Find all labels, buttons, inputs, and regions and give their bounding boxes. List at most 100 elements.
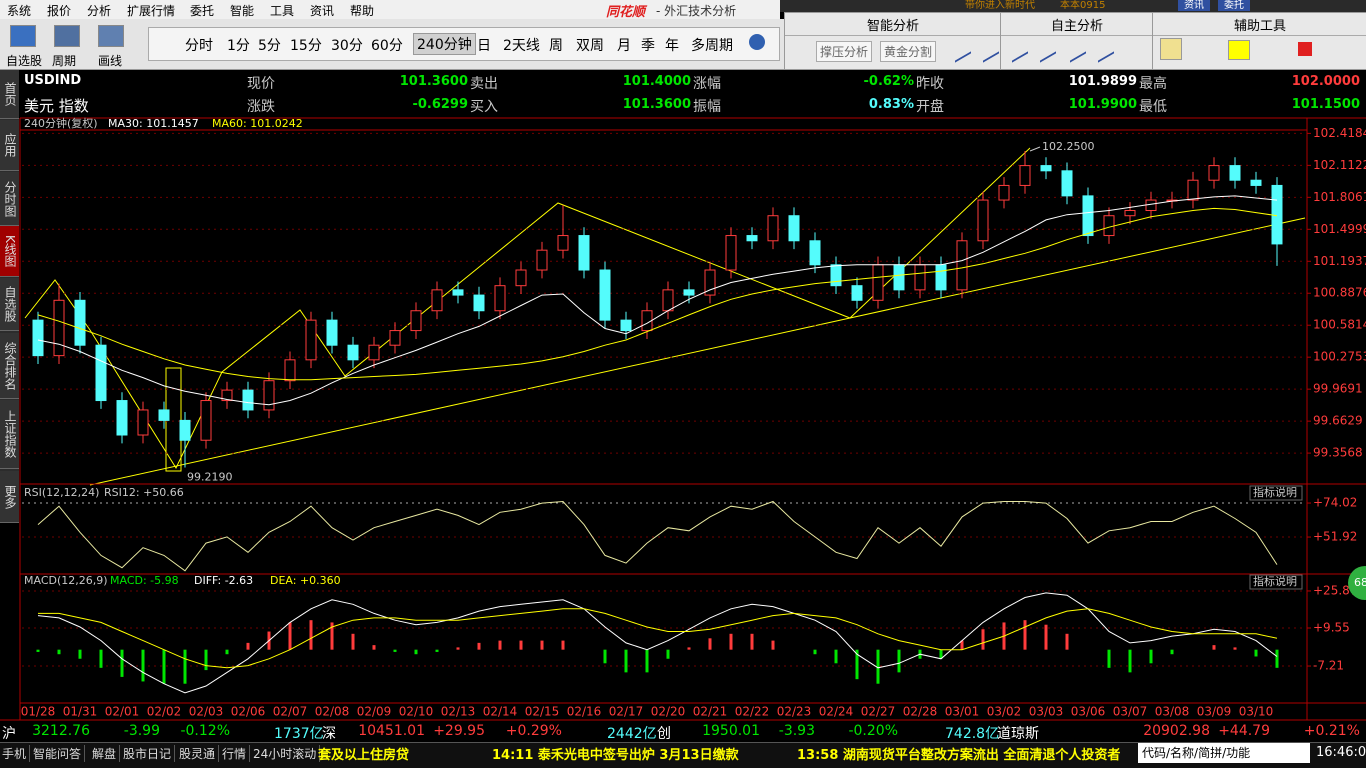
period-button[interactable]: 周 [549,38,563,54]
ticker-item: 10451.01 [358,723,425,739]
status-button[interactable]: 智能问答 [33,745,86,762]
ticker-item: 20902.98 [1143,723,1210,739]
x-tick-label: 01/31 [63,705,98,719]
period-button[interactable]: 日 [477,38,491,54]
ticker-item: 3212.76 [32,723,90,739]
tool-label[interactable]: 周期 [52,54,77,68]
candle-body [1082,195,1094,237]
quote-label: 昨收 [916,76,944,92]
ticker-item: -0.20% [848,723,898,739]
candle-body [809,240,821,266]
status-button[interactable]: 24小时滚动 [253,745,321,762]
period-button[interactable]: 30分 [331,38,363,54]
quote-value: -0.6299 [412,97,468,112]
tool-label[interactable]: 自选股 [6,54,43,68]
candle-body [851,285,863,301]
analysis-button[interactable]: 撑压分析 [816,41,873,62]
news-item[interactable]: 14:11 泰禾光电中签号出炉 3月13日缴款 [492,748,739,763]
status-button[interactable]: 解盘 [92,745,121,762]
tool-label[interactable]: 画线 [98,54,123,68]
candle-body [305,319,317,361]
candle-body [578,235,590,271]
news-item[interactable]: 套及以上住房贷 [318,748,410,763]
x-tick-label: 02/21 [693,705,728,719]
quote-label: 涨幅 [693,76,721,92]
panel: 自主分析 [1000,12,1154,70]
menu-item[interactable]: 扩展行情 [127,4,176,18]
menu-item[interactable]: 资讯 [310,4,335,18]
status-button[interactable]: 股灵通 [179,745,220,762]
candle-body [347,344,359,361]
period-button[interactable]: 双周 [576,38,604,54]
menu-item[interactable]: 系统 [7,4,32,18]
ticker-item: +0.21% [1303,723,1360,739]
toolbar: 分时 1分 5分 15分 30分 60分 240分钟日 2天线周双周月季年多周期 自选股 周期 画… [0,19,784,70]
period-button[interactable]: 月 [617,38,631,54]
quote-value: 101.1500 [1291,97,1360,112]
y-tick-label: +9.55 [1313,621,1350,635]
period-button[interactable]: 分时 [185,38,213,54]
period-button[interactable]: 2天线 [503,38,540,54]
menu-item[interactable]: 智能 [230,4,255,18]
period-button[interactable]: 1分 [227,38,250,54]
x-tick-label: 03/03 [1029,705,1064,719]
period-button[interactable]: 15分 [290,38,322,54]
y-tick-label: 101.4999 [1313,222,1366,236]
candle-body [704,269,716,296]
period-button[interactable]: 多周期 [691,38,733,54]
sidebar-tab[interactable]: 综合排名 [0,333,19,399]
sidebar-tab[interactable]: 更多 [0,471,19,523]
y-tick-label: -7.21 [1313,659,1344,673]
quote-value: 0.83% [868,97,914,112]
menu-item[interactable]: 委托 [190,4,215,18]
status-button[interactable]: 手机 [2,745,31,762]
status-button[interactable]: 股市日记 [123,745,176,762]
panel-title: 自主分析 [1050,19,1103,34]
candle-body [53,299,65,357]
analysis-button[interactable]: 黄金分割 [880,41,937,62]
x-tick-label: 02/06 [231,705,266,719]
cursor-tool[interactable] [1160,38,1182,60]
sidebar-tab[interactable]: 首页 [0,70,19,119]
period-button[interactable]: 240分钟 [413,33,476,55]
note-button[interactable]: 指标说明 [1253,574,1297,588]
menu-item[interactable]: 工具 [270,4,295,18]
candle-body [452,289,464,296]
panel-title: 智能分析 [866,19,919,34]
color-tool[interactable] [1228,40,1250,60]
ticker-item: 1737亿 [274,726,324,742]
trend-line [89,217,1306,486]
quote-value: 101.3600 [399,74,468,89]
menu-item[interactable]: 分析 [87,4,112,18]
sidebar-tab[interactable]: K线图 [0,226,19,277]
period-button[interactable]: 季 [641,38,655,54]
x-tick-label: 03/07 [1113,705,1148,719]
period-button[interactable]: 60分 [371,38,403,54]
top-button[interactable]: 资讯 [1178,0,1210,11]
candle-body [221,389,233,402]
quote-label: 涨跌 [247,99,275,115]
menu-item[interactable]: 报价 [47,4,72,18]
y-tick-label: 102.1122 [1313,158,1366,172]
news-item[interactable]: 13:58 湖南现货平台整改方案流出 全面清退个人投资者 [797,748,1121,763]
note-box [1249,485,1303,501]
menu-item[interactable]: 帮助 [350,4,375,18]
period-button[interactable]: 年 [665,38,679,54]
promo-text: 带你进入新时代 [965,0,1035,11]
sidebar-tab[interactable]: 分时图 [0,172,19,226]
note-button[interactable]: 指标说明 [1253,485,1297,499]
search-box[interactable]: 代码/名称/简拼/功能 [1138,743,1310,763]
badge[interactable]: 68 [1348,566,1366,600]
top-button[interactable]: 委托 [1218,0,1250,11]
legend-label: MACD: -5.98 [110,574,179,587]
period-button[interactable]: 5分 [258,38,281,54]
status-button[interactable]: 行情 [222,745,251,762]
delete-tool[interactable] [1298,42,1312,56]
sidebar-tab[interactable]: 应用 [0,120,19,171]
sidebar-tab[interactable]: 自选股 [0,278,19,331]
y-tick-label: 100.2753 [1313,350,1366,364]
sidebar-tab[interactable]: 上证指数 [0,400,19,469]
symbol-name: 美元 指数 [24,97,89,115]
